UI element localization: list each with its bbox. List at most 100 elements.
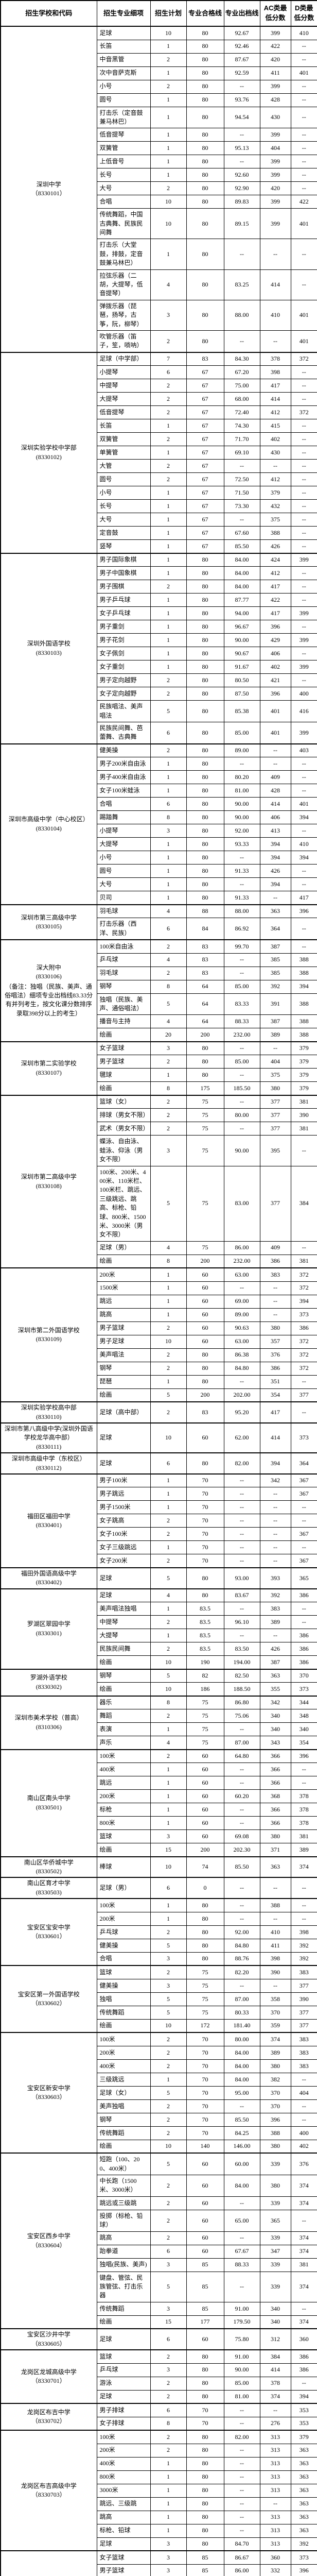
- plan-cell: 2: [150, 2045, 187, 2060]
- qualify-line-cell: 60: [186, 1294, 224, 1309]
- table-row: 跳高 2 60 -- 339 374: [1, 2231, 317, 2245]
- plan-cell: 2: [150, 53, 187, 67]
- ac-min-cell: 332: [259, 2564, 291, 2576]
- qualify-line-cell: 83: [186, 351, 224, 366]
- plan-cell: 3: [150, 1041, 187, 1056]
- qualify-line-cell: 84: [186, 918, 224, 940]
- archive-line-cell: 85.00: [223, 722, 260, 744]
- major-cell: 中提琴: [96, 379, 151, 393]
- archive-line-cell: 181.40: [223, 2019, 260, 2033]
- ac-min-cell: 376: [259, 1348, 291, 1362]
- major-cell: 棒球: [96, 1856, 151, 1878]
- d-min-cell: --: [290, 864, 317, 878]
- ac-min-cell: 414: [259, 2363, 291, 2377]
- plan-cell: 1: [150, 1540, 187, 1555]
- school-name: 宝安区第一外国语学校: [17, 1990, 80, 1998]
- school-name: 深圳实验学校高中部: [21, 1404, 77, 1412]
- qualify-line-cell: 70: [186, 1487, 224, 1501]
- major-cell: 女子100米: [96, 1527, 151, 1541]
- major-cell: 传统舞蹈: [96, 2301, 151, 2316]
- table-row: 女子定向越野 2 80 87.50 396 400: [1, 687, 317, 701]
- major-cell: 绘画: [96, 1843, 151, 1857]
- major-cell: 篮球（女）: [96, 1094, 151, 1109]
- qualify-line-cell: 75: [186, 1978, 224, 1993]
- d-min-cell: --: [290, 432, 317, 447]
- qualify-line-cell: 85: [186, 2564, 224, 2576]
- ac-min-cell: 366: [259, 1762, 291, 1777]
- d-min-cell: --: [290, 459, 317, 473]
- major-cell: 钢琴: [96, 1668, 151, 1683]
- plan-cell: 1: [150, 1898, 187, 1912]
- ac-min-cell: 399: [259, 128, 291, 142]
- table-row: 大提琴 2 67 68.00 414 --: [1, 392, 317, 406]
- table-row: 双簧管 2 67 71.70 402 --: [1, 432, 317, 447]
- major-cell: 400米: [96, 2059, 151, 2073]
- qualify-line-cell: 75: [186, 1695, 224, 1710]
- ac-min-cell: 387: [259, 1014, 291, 1029]
- qualify-line-cell: 67: [186, 499, 224, 514]
- ac-min-cell: 276: [259, 2416, 291, 2431]
- qualify-line-cell: 67: [186, 486, 224, 500]
- school-code: (8310306): [36, 1723, 62, 1731]
- major-cell: 女子200米: [96, 1554, 151, 1568]
- plan-cell: 2: [150, 1321, 187, 1335]
- plan-cell: 1: [150, 2483, 187, 2498]
- archive-line-cell: 84.00: [223, 566, 260, 581]
- plan-cell: 1: [150, 93, 187, 107]
- ac-min-cell: --: [259, 1308, 291, 1322]
- major-cell: 400米: [96, 1762, 151, 1777]
- table-row: 深圳市高级中学（东校区） (8330112) 足球 6 80 82.00 394 364: [0, 1452, 317, 1475]
- plan-cell: 10: [150, 195, 187, 209]
- d-min-cell: 388: [290, 953, 317, 967]
- d-min-cell: 381: [290, 1094, 317, 1109]
- plan-cell: 4: [150, 269, 187, 300]
- ac-min-cell: 374: [259, 2389, 291, 2404]
- qualify-line-cell: 80: [186, 1898, 224, 1912]
- archive-line-cell: 84.30: [223, 351, 260, 366]
- school-name-cell: 深大附中 (8330106) （备注：独唱（民族、美声、通俗唱法）细项专业出档线83…: [0, 939, 97, 1042]
- school-name-cell: 深圳市高级中学（东校区） (8330112): [0, 1452, 97, 1475]
- ac-min-cell: 312: [259, 2328, 291, 2350]
- d-min-cell: 376: [290, 2153, 317, 2176]
- qualify-line-cell: 80: [186, 566, 224, 581]
- d-min-cell: --: [290, 79, 317, 94]
- ac-min-cell: 377: [259, 1108, 291, 1123]
- qualify-line-cell: 80: [186, 53, 224, 67]
- col-header-ac-min-score: AC类最低分数: [259, 0, 291, 27]
- plan-cell: 2: [150, 330, 187, 353]
- ac-min-cell: 313: [259, 2523, 291, 2538]
- archive-line-cell: --: [223, 1281, 260, 1295]
- plan-cell: 2: [150, 1965, 187, 1979]
- major-cell: 踢踏舞: [96, 810, 151, 825]
- qualify-line-cell: 80: [186, 155, 224, 169]
- table-row: 200米 1 80 -- -- --: [1, 1911, 317, 1926]
- school-name-cell: 宝安区西乡中学 （8330604）: [0, 2153, 97, 2329]
- ac-min-cell: 339: [259, 2231, 291, 2245]
- major-cell: 绘画: [96, 1655, 151, 1670]
- archive-line-cell: 93.33: [223, 837, 260, 852]
- d-min-cell: 422: [290, 195, 317, 209]
- ac-min-cell: 366: [259, 1803, 291, 1817]
- major-cell: 吹管乐器（笛子，笙，唢呐）: [96, 330, 151, 353]
- qualify-line-cell: 80: [186, 269, 224, 300]
- table-row: 深圳市第三高级中学 (8330105) 羽毛球 4 88 88.00 363 396: [0, 904, 317, 940]
- archive-line-cell: --: [223, 459, 260, 473]
- major-cell: 钢琴: [96, 2112, 151, 2127]
- plan-cell: 15: [150, 2315, 187, 2329]
- qualify-line-cell: 80: [186, 552, 224, 567]
- major-cell: 跆拳道: [96, 2244, 151, 2259]
- archive-line-cell: 88.33: [223, 2258, 260, 2272]
- table-row: 小号 1 67 71.50 379 --: [1, 486, 317, 500]
- school-name-cell: 深圳市高级中学（中心校区） (8330104): [0, 743, 97, 905]
- ac-min-cell: --: [259, 1294, 291, 1309]
- archive-line-cell: 69.08: [223, 1829, 260, 1844]
- d-min-cell: 388: [290, 1014, 317, 1029]
- table-row: 合唱 3 80 88.76 398 392: [1, 1952, 317, 1966]
- d-min-cell: --: [290, 1401, 317, 1423]
- archive-line-cell: 80.20: [223, 770, 260, 785]
- qualify-line-cell: 83.5: [186, 1602, 224, 1616]
- qualify-line-cell: 70: [186, 1540, 224, 1555]
- ac-min-cell: 428: [259, 784, 291, 798]
- plan-cell: 2: [150, 1094, 187, 1109]
- qualify-line-cell: 80: [186, 824, 224, 838]
